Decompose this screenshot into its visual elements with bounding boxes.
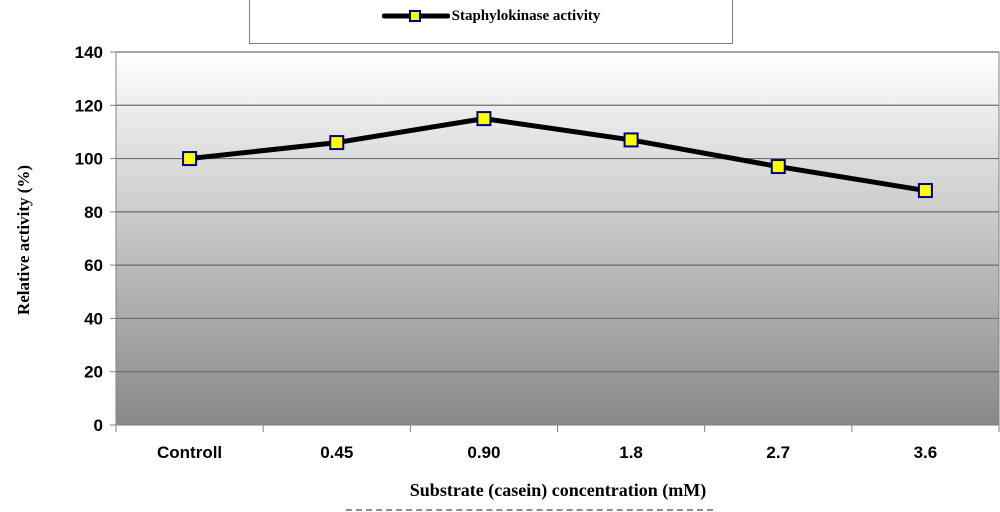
x-tick-label: 2.7 <box>766 443 790 462</box>
x-tick-label: 0.90 <box>467 443 500 462</box>
y-axis-title: Relative activity (%) <box>14 164 33 316</box>
x-tick-label: 1.8 <box>619 443 643 462</box>
x-axis: Controll 0.45 0.90 1.8 2.7 3.6 <box>110 424 1000 462</box>
data-point-marker <box>476 111 492 127</box>
y-axis: 0 20 40 60 80 100 120 140 <box>75 43 117 435</box>
data-point-marker <box>770 159 786 175</box>
y-tick-label: 20 <box>84 363 103 382</box>
gridlines <box>116 51 999 373</box>
legend-label: Staphylokinase activity <box>451 7 601 24</box>
y-tick-label: 100 <box>75 150 103 169</box>
x-tick-label: 0.45 <box>320 443 353 462</box>
y-tick-label: 0 <box>94 416 103 435</box>
legend-marker-icon <box>381 10 450 22</box>
x-axis-title: Substrate (casein) concentration (mM) <box>409 480 707 500</box>
clipped-caption-fragment <box>346 507 713 512</box>
y-tick-label: 60 <box>84 256 103 275</box>
y-tick-label: 120 <box>75 96 103 115</box>
x-tick-label: 3.6 <box>914 443 938 462</box>
data-series <box>182 111 933 199</box>
data-point-marker <box>623 132 639 148</box>
x-tick-label: Controll <box>157 443 222 462</box>
y-tick-label: 140 <box>75 43 103 62</box>
legend: Staphylokinase activity <box>249 0 733 44</box>
data-point-marker <box>182 151 198 167</box>
plot-area <box>115 51 1000 426</box>
data-point-marker <box>917 183 933 199</box>
data-point-marker <box>329 135 345 151</box>
series-line <box>189 116 926 194</box>
y-tick-label: 40 <box>84 309 103 328</box>
y-tick-label: 80 <box>84 203 103 222</box>
